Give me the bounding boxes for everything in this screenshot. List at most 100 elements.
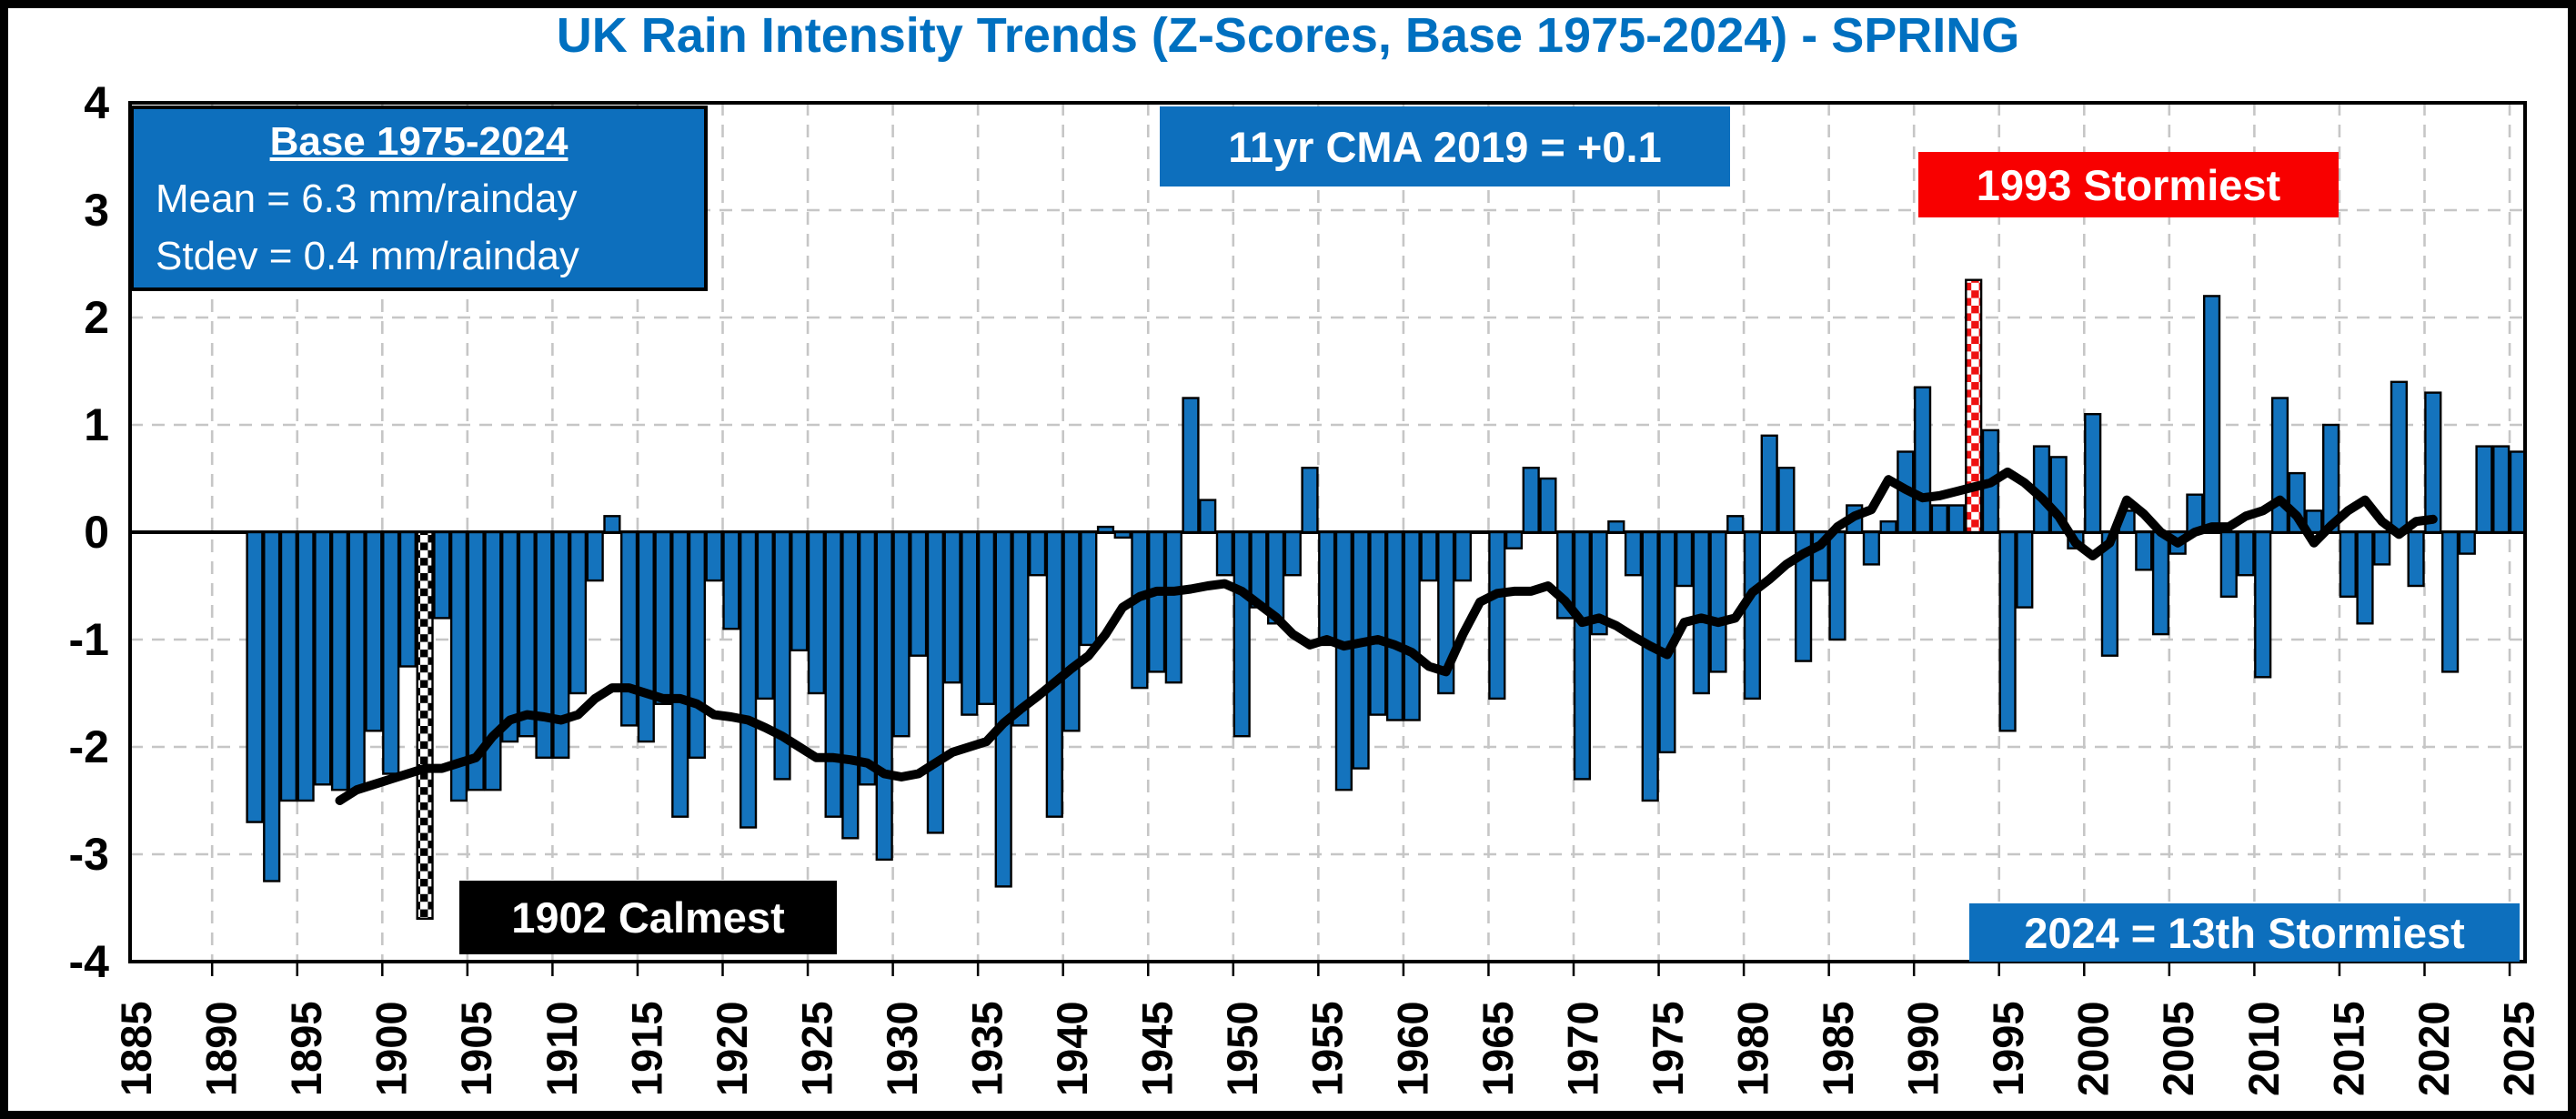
- bar-1966: [1504, 530, 1524, 549]
- bar-1985: [1828, 530, 1846, 641]
- bar-1941: [1080, 530, 1098, 647]
- bar-2010: [2254, 530, 2272, 679]
- bar-1971: [1590, 530, 1608, 636]
- svg-text:2010: 2010: [2239, 1001, 2288, 1096]
- cma-annotation-box: 11yr CMA 2019 = +0.1: [1160, 106, 1730, 186]
- calmest-annotation-box: 1902 Calmest: [459, 881, 837, 954]
- bar-1981: [1760, 434, 1778, 534]
- bar-1967: [1522, 467, 1540, 534]
- bar-1987: [1862, 530, 1880, 566]
- bar-1931: [910, 530, 928, 657]
- x-axis-labels: 1885 1890 1895 1900 1905 1910 1915 1920 1925 1930…: [112, 1001, 2542, 1096]
- bar-1976: [1675, 530, 1694, 588]
- svg-text:1970: 1970: [1558, 1001, 1606, 1096]
- svg-text:1945: 1945: [1133, 1001, 1182, 1096]
- bar-2025: [2509, 450, 2525, 534]
- bar-1943: [1113, 530, 1132, 539]
- bar-1946: [1164, 530, 1182, 684]
- bar-1959: [1385, 530, 1404, 721]
- svg-text:1990: 1990: [1899, 1001, 1947, 1096]
- bar-2019: [2407, 530, 2425, 588]
- svg-text:2: 2: [84, 292, 109, 343]
- bar-1930: [892, 530, 911, 738]
- bar-2015: [2339, 530, 2357, 599]
- svg-text:0: 0: [84, 507, 109, 558]
- bar-1894: [279, 530, 297, 802]
- bar-1936: [994, 530, 1012, 888]
- bar-1935: [977, 530, 996, 706]
- bar-1938: [1028, 530, 1047, 577]
- bar-1942: [1096, 525, 1115, 534]
- bar-1958: [1369, 530, 1387, 716]
- bar-1896: [314, 530, 332, 786]
- bar-1974: [1641, 530, 1659, 802]
- baseline-mean: Mean = 6.3 mm/rainday: [156, 176, 578, 221]
- bar-1922: [756, 530, 774, 701]
- bar-1921: [740, 530, 758, 829]
- svg-text:1910: 1910: [538, 1001, 586, 1096]
- bar-1950: [1233, 530, 1251, 738]
- bar-1937: [1011, 530, 1030, 727]
- stormiest-annotation-box: 1993 Stormiest: [1918, 152, 2339, 217]
- bar-1991: [1930, 504, 1948, 534]
- bar-1970: [1573, 530, 1591, 781]
- bar-1909: [535, 530, 553, 760]
- bar-1953: [1283, 530, 1302, 577]
- bar-1957: [1352, 530, 1370, 770]
- svg-text:1965: 1965: [1474, 1001, 1522, 1096]
- svg-text:1985: 1985: [1814, 1001, 1862, 1096]
- baseline-info-box: Base 1975-2024 Mean = 6.3 mm/rainday Std…: [130, 106, 708, 291]
- page-title: UK Rain Intensity Trends (Z-Scores, Base…: [556, 8, 2020, 63]
- svg-text:1900: 1900: [367, 1001, 416, 1096]
- svg-text:3: 3: [84, 185, 109, 236]
- bar-1923: [773, 530, 791, 781]
- bar-1965: [1488, 530, 1506, 701]
- bar-1924: [790, 530, 809, 652]
- bar-1960: [1403, 530, 1421, 721]
- cma-line: [335, 467, 2438, 805]
- svg-text:1995: 1995: [1984, 1001, 2032, 1096]
- bar-1944: [1131, 530, 1149, 690]
- bar-1895: [297, 530, 315, 802]
- bar-1988: [1879, 520, 1897, 534]
- svg-text:1885: 1885: [112, 1001, 160, 1096]
- bar-1932: [926, 530, 944, 834]
- bar-2013: [2305, 509, 2323, 534]
- bar-1927: [841, 530, 860, 840]
- baseline-heading: Base 1975-2024: [269, 118, 569, 164]
- bar-2020: [2424, 391, 2442, 534]
- bar-1911: [569, 530, 588, 695]
- bar-1978: [1709, 530, 1727, 673]
- bar-1916: [654, 530, 672, 706]
- bar-1906: [484, 530, 502, 791]
- bar-1907: [501, 530, 519, 743]
- bar-1908: [518, 530, 536, 738]
- bar-1901: [398, 530, 417, 668]
- bar-2016: [2356, 530, 2374, 625]
- bar-1992: [1947, 504, 1966, 534]
- svg-text:1955: 1955: [1303, 1001, 1352, 1096]
- bar-1968: [1539, 477, 1557, 534]
- y-axis-labels: 4 3 2 1 0 -1 -2 -3 -4: [69, 77, 110, 987]
- bar-1925: [807, 530, 825, 695]
- bar-1947: [1182, 397, 1200, 534]
- bar-1914: [620, 530, 639, 727]
- svg-text:1950: 1950: [1218, 1001, 1266, 1096]
- bar-1902: [416, 530, 434, 920]
- bar-1913: [603, 515, 621, 534]
- bar-1945: [1147, 530, 1166, 673]
- svg-text:1960: 1960: [1388, 1001, 1436, 1096]
- svg-text:2005: 2005: [2154, 1001, 2202, 1096]
- bar-1920: [722, 530, 740, 630]
- svg-text:4: 4: [84, 77, 109, 128]
- bar-1983: [1794, 530, 1813, 662]
- bar-1956: [1334, 530, 1353, 791]
- bar-1948: [1199, 499, 1217, 534]
- bar-2023: [2475, 445, 2493, 534]
- bar-2007: [2202, 295, 2221, 534]
- bar-1980: [1743, 530, 1761, 701]
- bar-2024: [2492, 445, 2511, 534]
- bar-1905: [467, 530, 485, 791]
- baseline-stdev: Stdev = 0.4 mm/rainday: [156, 233, 579, 278]
